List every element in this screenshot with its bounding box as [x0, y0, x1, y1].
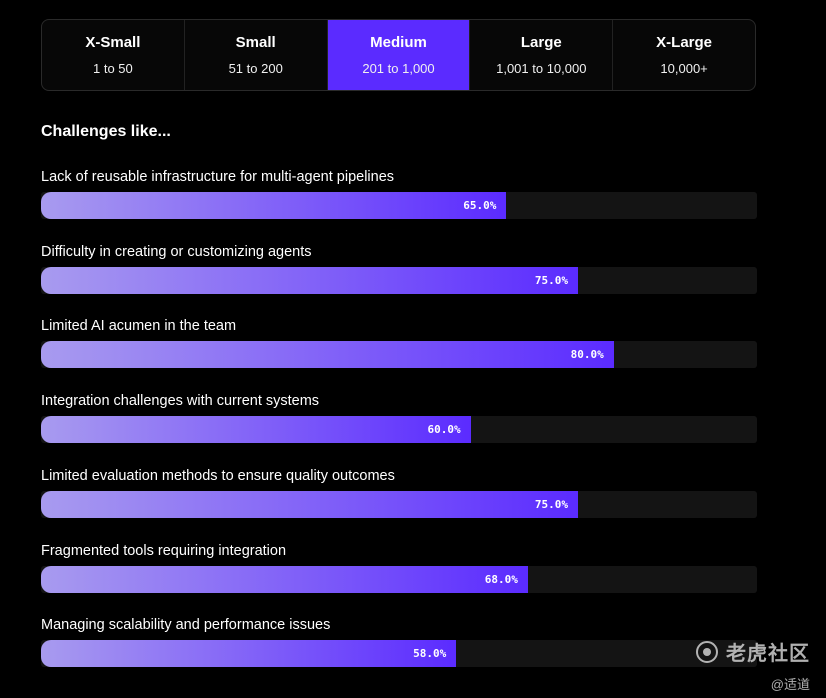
challenge-label: Limited evaluation methods to ensure qua…: [41, 467, 395, 484]
tiger-community-logo-icon: [696, 640, 718, 663]
bar-value-label: 75.0%: [534, 497, 568, 511]
challenge-row: Managing scalability and performance iss…: [41, 616, 757, 668]
challenges-heading: Challenges like...: [41, 123, 171, 140]
bar-track: 75.0%: [41, 490, 757, 518]
tab-range: 51 to 200: [228, 61, 283, 76]
tab-range: 201 to 1,000: [362, 61, 435, 76]
tab-x-large[interactable]: X-Large 10,000+: [613, 20, 755, 90]
bar-value-label: 65.0%: [463, 199, 497, 212]
bar-track: 60.0%: [41, 416, 757, 444]
challenge-row: Difficulty in creating or customizing ag…: [41, 243, 757, 294]
bar-value-label: 80.0%: [570, 348, 604, 362]
tab-small[interactable]: Small 51 to 200: [185, 20, 328, 90]
bar-value-label: 60.0%: [427, 423, 461, 437]
bar: 68.0%: [41, 565, 528, 593]
bar: 75.0%: [41, 266, 578, 294]
company-size-tabs: X-Small 1 to 50 Small 51 to 200 Medium 201 to…: [41, 19, 756, 91]
tab-range: 10,000+: [660, 61, 708, 76]
bar-value-label: 68.0%: [484, 572, 518, 586]
bar-track: 68.0%: [41, 565, 757, 593]
bar-value-label: 58.0%: [413, 647, 447, 661]
challenge-row: Limited evaluation methods to ensure qua…: [41, 467, 757, 518]
bar-track: 65.0%: [41, 192, 757, 219]
tab-name: X-Small: [85, 34, 141, 51]
bar: 58.0%: [41, 640, 457, 668]
tab-name: X-Large: [656, 34, 713, 51]
tab-large[interactable]: Large 1,001 to 10,000: [470, 20, 614, 90]
tab-range: 1,001 to 10,000: [496, 61, 587, 76]
challenge-row: Integration challenges with current syst…: [41, 392, 757, 444]
tab-name: Medium: [370, 34, 427, 51]
challenge-label: Fragmented tools requiring integration: [41, 542, 287, 559]
tab-x-small[interactable]: X-Small 1 to 50: [42, 20, 185, 90]
watermark: 老虎社区 @适道: [696, 637, 810, 693]
tab-name: Small: [235, 34, 276, 51]
tab-range: 1 to 50: [93, 61, 133, 76]
watermark-brand: 老虎社区: [726, 643, 810, 665]
challenge-label: Difficulty in creating or customizing ag…: [41, 243, 312, 260]
tab-medium[interactable]: Medium 201 to 1,000: [327, 20, 471, 90]
watermark-author: @适道: [770, 677, 810, 692]
challenge-label: Limited AI acumen in the team: [41, 318, 237, 335]
challenge-label: Managing scalability and performance iss…: [41, 617, 331, 634]
bar-track: 80.0%: [41, 341, 757, 369]
bar-track: 75.0%: [41, 266, 757, 294]
challenge-row: Lack of reusable infrastructure for mult…: [41, 168, 757, 219]
challenge-label: Integration challenges with current syst…: [41, 393, 320, 410]
bar: 75.0%: [41, 490, 578, 518]
bar-value-label: 75.0%: [534, 273, 568, 287]
bar-track: 58.0%: [41, 640, 757, 668]
challenge-row: Limited AI acumen in the team 80.0%: [41, 317, 757, 369]
tab-name: Large: [520, 34, 562, 51]
bar: 65.0%: [41, 192, 507, 219]
challenge-label: Lack of reusable infrastructure for mult…: [41, 169, 395, 185]
bar: 60.0%: [41, 416, 471, 444]
challenge-row: Fragmented tools requiring integration 68…: [41, 542, 757, 593]
bar: 80.0%: [41, 341, 614, 369]
